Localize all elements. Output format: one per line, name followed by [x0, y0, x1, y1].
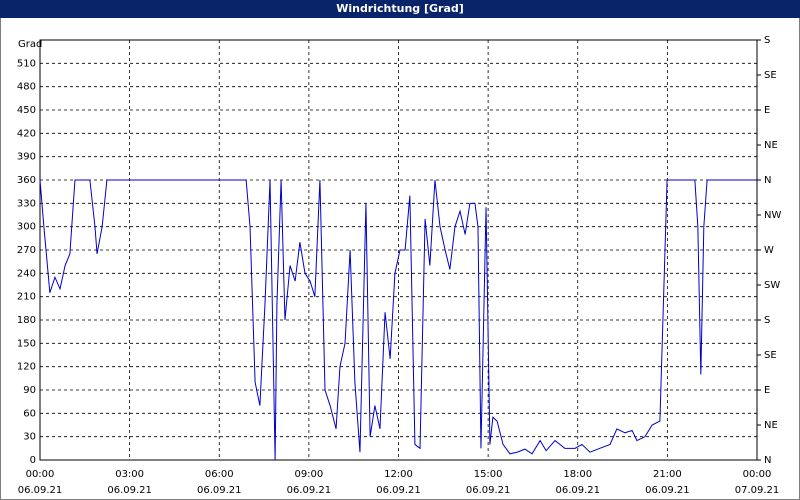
- y-tick-label: 390: [17, 152, 36, 163]
- title-bar: Windrichtung [Grad]: [0, 0, 800, 18]
- x-tick-date: 06.09.21: [645, 485, 690, 496]
- y2-tick-label: S: [764, 35, 770, 46]
- y2-tick-label: W: [764, 245, 774, 256]
- y-tick-label: 270: [17, 245, 36, 256]
- x-tick-date: 07.09.21: [735, 485, 780, 496]
- y-tick-label: 450: [17, 105, 36, 116]
- y-tick-label: 150: [17, 338, 36, 349]
- y-tick-label: 0: [30, 455, 36, 466]
- x-tick-date: 06.09.21: [18, 485, 63, 496]
- y2-tick-label: N: [764, 455, 771, 466]
- plot-frame: [39, 39, 758, 461]
- x-tick-date: 06.09.21: [555, 485, 600, 496]
- x-tick-label: 06:00: [205, 469, 234, 480]
- y-tick-label: 30: [23, 432, 36, 443]
- x-tick-label: 00:00: [26, 469, 55, 480]
- x-tick-date: 06.09.21: [376, 485, 421, 496]
- x-tick-label: 00:00: [743, 469, 772, 480]
- y2-tick-label: S: [764, 315, 770, 326]
- y-tick-label: 120: [17, 362, 36, 373]
- y-tick-label: 240: [17, 268, 36, 279]
- y-tick-label: 480: [17, 82, 36, 93]
- y-tick-label: 330: [17, 198, 36, 209]
- y-tick-label: 90: [23, 385, 36, 396]
- y2-tick-label: N: [764, 175, 771, 186]
- x-tick-date: 06.09.21: [197, 485, 242, 496]
- y2-tick-label: SW: [764, 280, 780, 291]
- x-tick-label: 15:00: [474, 469, 503, 480]
- y2-tick-label: SE: [764, 350, 777, 361]
- x-tick-date: 06.09.21: [107, 485, 152, 496]
- x-tick-label: 03:00: [115, 469, 144, 480]
- y-axis-label: Grad: [18, 39, 42, 50]
- y2-tick-label: SE: [764, 70, 777, 81]
- y-tick-label: 510: [17, 58, 36, 69]
- y-tick-label: 180: [17, 315, 36, 326]
- y2-tick-label: E: [764, 105, 770, 116]
- y-tick-label: 210: [17, 292, 36, 303]
- y2-tick-label: NE: [764, 140, 778, 151]
- data-line: [39, 179, 757, 461]
- x-tick-label: 21:00: [653, 469, 682, 480]
- y2-tick-label: E: [764, 385, 770, 396]
- y2-tick-label: NE: [764, 420, 778, 431]
- x-tick-label: 12:00: [384, 469, 413, 480]
- y2-tick-label: NW: [764, 210, 781, 221]
- x-tick-label: 18:00: [563, 469, 592, 480]
- x-tick-date: 06.09.21: [466, 485, 511, 496]
- x-tick-label: 09:00: [294, 469, 323, 480]
- y-tick-label: 60: [23, 408, 36, 419]
- x-tick-date: 06.09.21: [287, 485, 332, 496]
- y-tick-label: 300: [17, 222, 36, 233]
- y-tick-label: 360: [17, 175, 36, 186]
- y-tick-label: 420: [17, 128, 36, 139]
